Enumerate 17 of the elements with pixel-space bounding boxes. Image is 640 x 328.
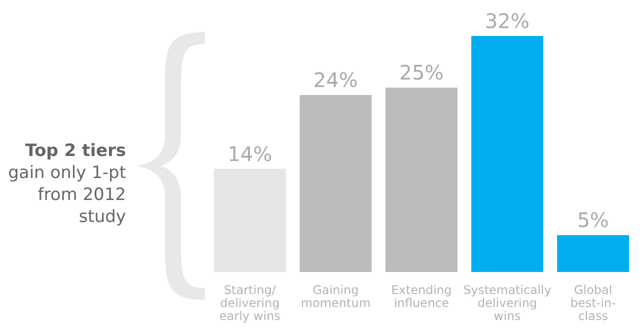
data-label: 5% (577, 208, 609, 232)
bar (300, 95, 372, 272)
data-label: 25% (399, 60, 444, 85)
x-tick-label: Global best-in-class (570, 283, 616, 323)
data-label: 14% (228, 142, 272, 166)
x-tick-label: Extending influence (391, 283, 452, 310)
text: gain only 1-pt from 2012 study (7, 162, 126, 228)
x-tick-label: Systematically delivering wins (463, 283, 552, 323)
bar (385, 88, 458, 272)
bar (214, 168, 286, 272)
bar (557, 235, 630, 272)
x-tick-label: Starting/ delivering early wins (219, 283, 280, 323)
data-label: 32% (485, 9, 530, 33)
bar (471, 36, 544, 272)
text: Top 2 tiers (24, 140, 126, 162)
x-tick-label: Gaining momentum (300, 283, 371, 310)
data-label: 24% (313, 68, 358, 92)
